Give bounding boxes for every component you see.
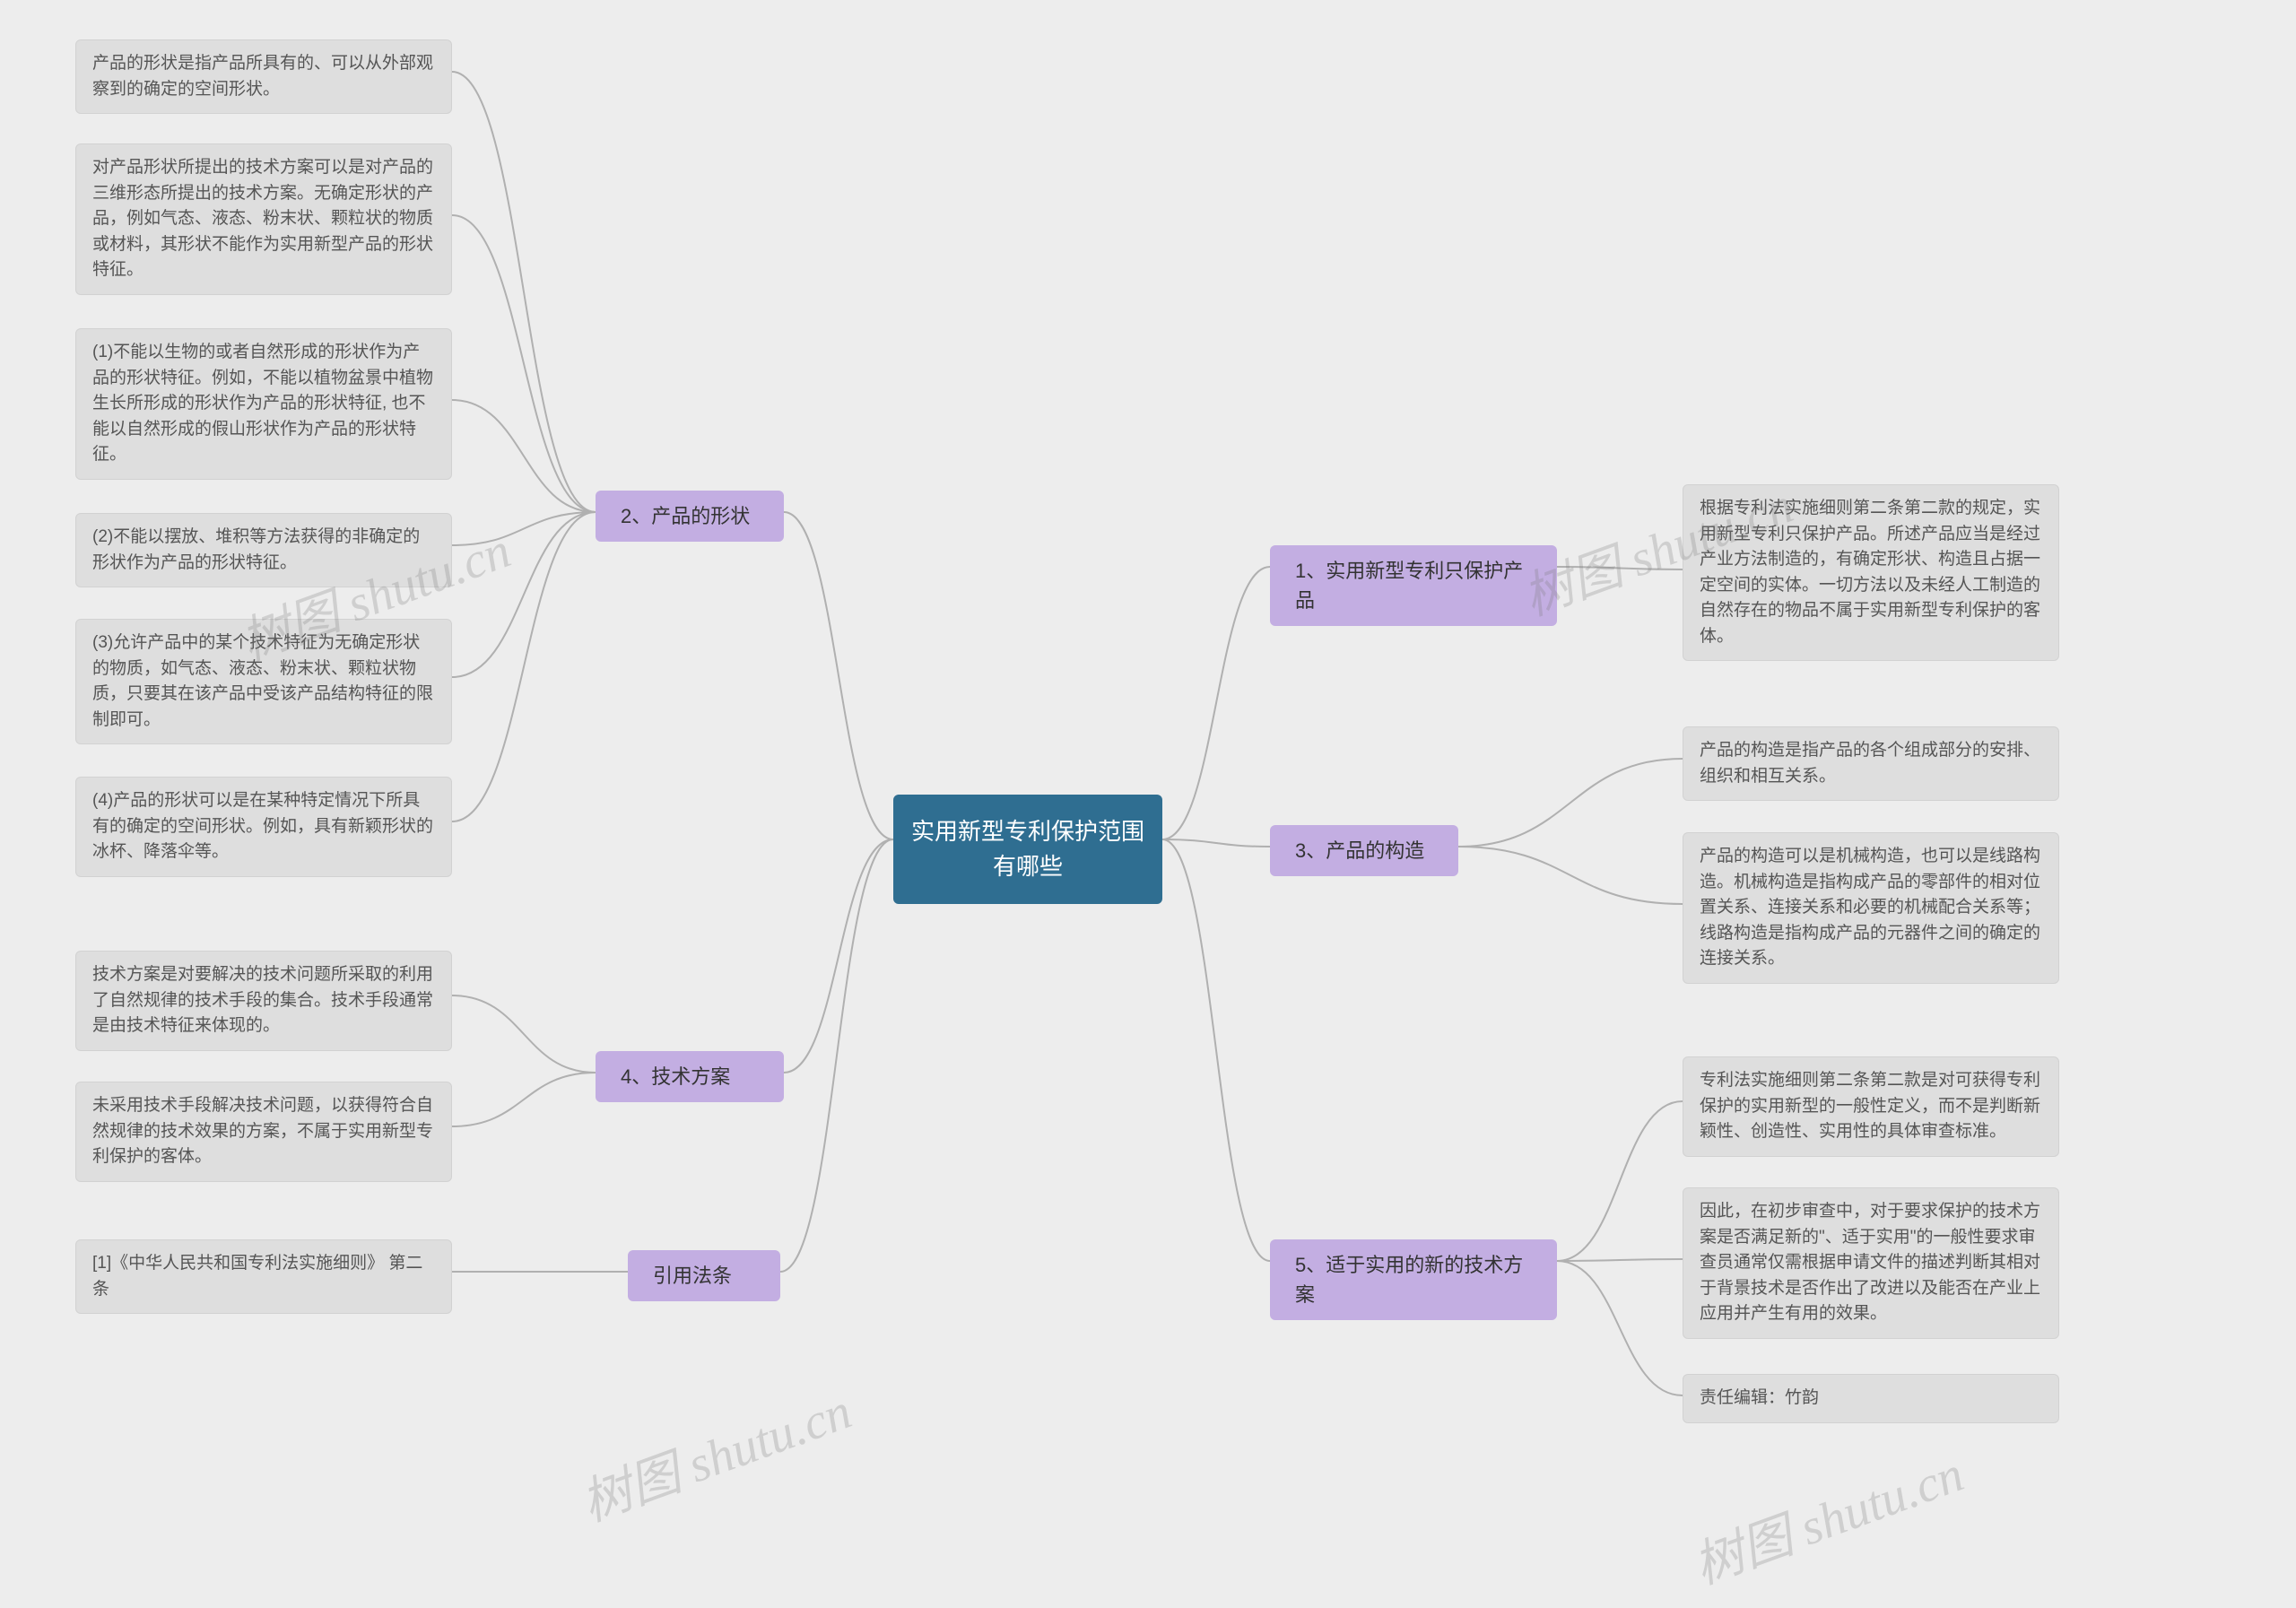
- leaf-b4-0: 技术方案是对要解决的技术问题所采取的利用了自然规律的技术手段的集合。技术手段通常…: [75, 951, 452, 1051]
- leaf-b5-2: 责任编辑：竹韵: [1683, 1374, 2059, 1423]
- leaf-b2-5: (4)产品的形状可以是在某种特定情况下所具有的确定的空间形状。例如，具有新颖形状…: [75, 777, 452, 877]
- branch-b3: 3、产品的构造: [1270, 825, 1458, 876]
- leaf-b2-0: 产品的形状是指产品所具有的、可以从外部观察到的确定的空间形状。: [75, 39, 452, 114]
- watermark-3: 树图 shutu.cn: [1683, 1434, 1972, 1599]
- leaf-b3-1: 产品的构造可以是机械构造，也可以是线路构造。机械构造是指构成产品的零部件的相对位…: [1683, 832, 2059, 984]
- leaf-b2-2: (1)不能以生物的或者自然形成的形状作为产品的形状特征。例如，不能以植物盆景中植…: [75, 328, 452, 480]
- leaf-b4-1: 未采用技术手段解决技术问题，以获得符合自然规律的技术效果的方案，不属于实用新型专…: [75, 1082, 452, 1182]
- branch-b2: 2、产品的形状: [596, 491, 784, 542]
- leaf-b1-0: 根据专利法实施细则第二条第二款的规定，实用新型专利只保护产品。所述产品应当是经过…: [1683, 484, 2059, 661]
- leaf-b5-1: 因此，在初步审查中，对于要求保护的技术方案是否满足新的"、适于实用"的一般性要求…: [1683, 1187, 2059, 1339]
- root-node: 实用新型专利保护范围有哪些: [893, 795, 1162, 904]
- leaf-b2-1: 对产品形状所提出的技术方案可以是对产品的三维形态所提出的技术方案。无确定形状的产…: [75, 143, 452, 295]
- mindmap-canvas: 实用新型专利保护范围有哪些 2、产品的形状 产品的形状是指产品所具有的、可以从外部观…: [0, 0, 2296, 1608]
- leaf-b5-0: 专利法实施细则第二条第二款是对可获得专利保护的实用新型的一般性定义，而不是判断新…: [1683, 1056, 2059, 1157]
- leaf-b2-4: (3)允许产品中的某个技术特征为无确定形状的物质，如气态、液态、粉末状、颗粒状物…: [75, 619, 452, 744]
- leaf-b2-3: (2)不能以摆放、堆积等方法获得的非确定的形状作为产品的形状特征。: [75, 513, 452, 587]
- branch-b5: 5、适于实用的新的技术方案: [1270, 1239, 1557, 1320]
- branch-ref: 引用法条: [628, 1250, 780, 1301]
- watermark-2: 树图 shutu.cn: [570, 1371, 860, 1536]
- leaf-ref-0: [1]《中华人民共和国专利法实施细则》 第二条: [75, 1239, 452, 1314]
- leaf-b3-0: 产品的构造是指产品的各个组成部分的安排、组织和相互关系。: [1683, 726, 2059, 801]
- branch-b4: 4、技术方案: [596, 1051, 784, 1102]
- branch-b1: 1、实用新型专利只保护产品: [1270, 545, 1557, 626]
